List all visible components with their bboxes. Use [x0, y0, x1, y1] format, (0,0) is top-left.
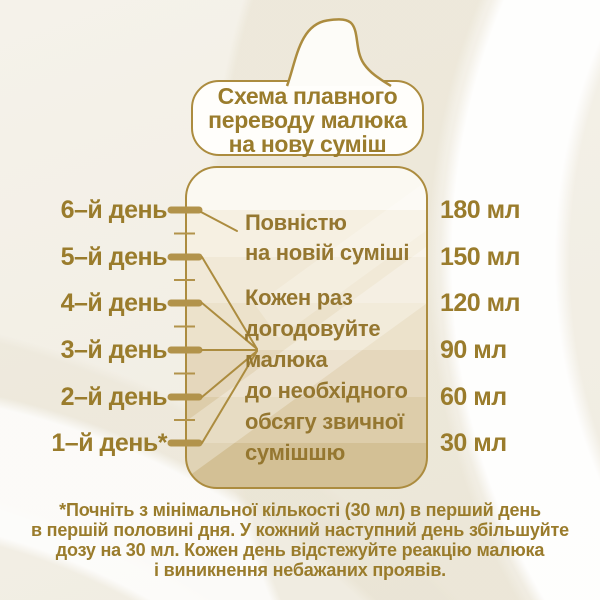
- day-label-3: 3–й день: [60, 336, 168, 364]
- title-line-3: на нову суміш: [228, 131, 387, 157]
- footnote-line-4: і виникнення небажаних проявів.: [154, 560, 446, 580]
- annotation-supplement: Кожен раз догодовуйте малюка до необхідн…: [245, 282, 408, 468]
- annotation-line: на новій суміші: [245, 240, 410, 265]
- volume-label-180: 180 мл: [440, 196, 521, 224]
- annotation-line: Кожен раз: [245, 285, 353, 310]
- volume-label-60: 60 мл: [440, 383, 507, 411]
- annotation-line: Повністю: [245, 210, 347, 235]
- annotation-line: до необхідного: [245, 378, 408, 403]
- footnote-line-3: дозу на 30 мл. Кожен день відстежуйте ре…: [55, 540, 545, 560]
- footnote-line-1: *Почніть з мінімальної кількості (30 мл)…: [59, 500, 541, 520]
- footnote-line-2: в першій половині дня. У кожний наступни…: [31, 520, 569, 540]
- title-line-2: переводу малюка: [208, 107, 407, 133]
- volume-label-150: 150 мл: [440, 243, 521, 271]
- volume-label-120: 120 мл: [440, 289, 521, 317]
- annotation-full-switch: Повністю на новій суміші: [245, 208, 409, 268]
- day-label-5: 5–й день: [60, 243, 168, 271]
- connector-lines: [200, 211, 258, 444]
- annotation-line: малюка: [245, 347, 328, 372]
- annotation-line: догодовуйте: [245, 316, 381, 341]
- day-label-4: 4–й день: [60, 289, 168, 317]
- minor-ticks: [174, 232, 195, 421]
- nipple-outline: [285, 18, 392, 88]
- day-label-6: 6–й день: [60, 196, 168, 224]
- day-label-1: 1–й день*: [51, 429, 167, 457]
- day-label-2: 2–й день: [60, 383, 168, 411]
- title-line-1: Схема плавного: [217, 83, 398, 109]
- volume-label-90: 90 мл: [440, 336, 507, 364]
- title-bubble: Схема плавного переводу малюка на нову с…: [191, 80, 424, 156]
- major-ticks: [167, 206, 203, 447]
- annotation-line: обсягу звичної: [245, 409, 404, 434]
- annotation-line: сумішшю: [245, 440, 345, 465]
- footnote: *Почніть з мінімальної кількості (30 мл)…: [0, 500, 600, 580]
- volume-label-30: 30 мл: [440, 429, 507, 457]
